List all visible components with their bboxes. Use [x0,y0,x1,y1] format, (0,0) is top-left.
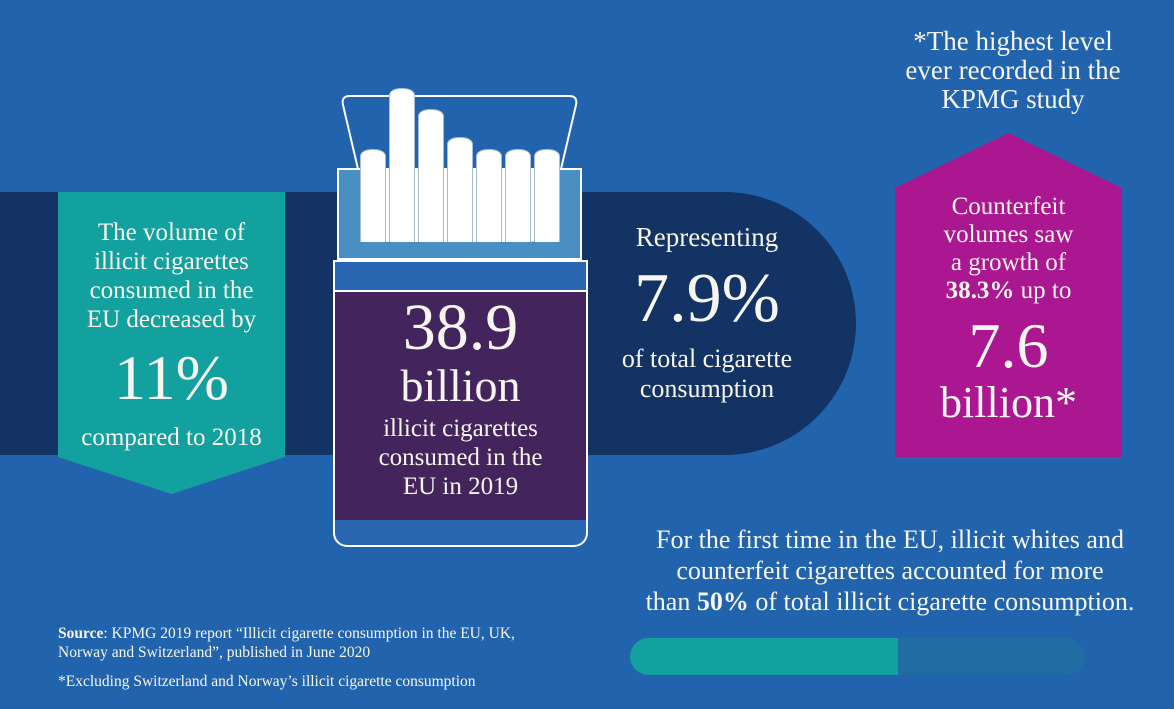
highest-level-note: *The highest level ever recorded in the … [868,27,1158,114]
counterfeit-growth-suffix: up to [1014,277,1072,304]
cigarette-icon [389,88,415,242]
statement-text: of total illicit cigarette consumption. [748,587,1135,616]
counterfeit-growth-value: 38.3% [945,277,1015,304]
share-progress-bar [630,638,1085,675]
cigarette-icon [534,149,560,242]
cigarette-icon [505,149,531,242]
counterfeit-volume-value: 7.6 [968,310,1049,381]
source-footnote: *Excluding Switzerland and Norway’s illi… [58,673,476,690]
representing-label: Representing [635,222,779,252]
caption-line: EU in 2019 [402,473,519,500]
source-text: : KPMG 2019 report “Illicit cigarette co… [103,625,515,642]
source-note: Source: KPMG 2019 report “Illicit cigare… [58,624,515,691]
counterfeit-line: volumes saw [943,221,1074,248]
counterfeit-text: Counterfeit volumes saw a growth of 38.3… [895,193,1122,305]
representing-percentage: 7.9% [634,260,780,337]
caption-line: illicit cigarettes [383,415,538,442]
caption-line: consumed in the [378,444,543,471]
representing-caption: of total cigarette consumption [592,344,822,404]
illicit-volume-panel: 38.9 billion illicit cigarettes consumed… [333,292,588,520]
cigarette-icon [418,109,444,242]
cigarette-icon [447,137,473,242]
ribbon-intro-line: consumed in the [89,277,254,304]
counterfeit-growth-panel: Counterfeit volumes saw a growth of 38.3… [895,133,1122,457]
pack-band [333,260,588,292]
source-line: Source: KPMG 2019 report “Illicit cigare… [58,624,515,643]
statement-text: than [645,587,697,616]
pack-bottom [333,520,588,547]
note-line: KPMG study [941,84,1085,114]
caption-line: of total cigarette [621,344,793,373]
caption-line: consumption [639,374,775,403]
ribbon-intro-line: illicit cigarettes [94,248,249,275]
counterfeit-line: a growth of [950,249,1067,276]
ribbon-intro: The volume of illicit cigarettes consume… [58,218,285,334]
counterfeit-line: Counterfeit [951,193,1066,220]
representing-block: Representing 7.9% of total cigarette con… [592,222,822,404]
decrease-caption: compared to 2018 [81,424,262,451]
decrease-percentage: 11% [114,342,229,413]
statement-line: counterfeit cigarettes accounted for mor… [676,556,1104,585]
volume-decrease-ribbon: The volume of illicit cigarettes consume… [58,192,285,494]
share-progress-fill [630,638,899,675]
source-label: Source [58,625,104,642]
cigarette-pack-front: 38.9 billion illicit cigarettes consumed… [333,260,588,547]
statement-line: For the first time in the EU, illicit wh… [656,525,1124,554]
illicit-volume-unit: billion [400,360,521,411]
cigarette-icon [476,149,502,242]
source-line: Norway and Switzerland”, published in Ju… [58,644,371,661]
note-line: ever recorded in the [905,55,1121,85]
statement-line: than 50% of total illicit cigarette cons… [610,586,1170,617]
cigarettes [360,88,563,242]
illicit-volume-value: 38.9 [402,291,519,364]
counterfeit-growth-line: 38.3% up to [895,277,1122,305]
cigarette-pack-lid-icon [341,95,578,170]
ribbon-intro-line: EU decreased by [86,306,257,333]
counterfeit-volume-unit: billion* [940,378,1077,427]
note-line: *The highest level [913,26,1113,56]
ribbon-intro-line: The volume of [97,219,246,246]
illicit-volume-caption: illicit cigarettes consumed in the EU in… [335,414,586,501]
statement-50-percent: 50% [696,587,749,616]
cigarette-icon [360,149,386,242]
illicit-whites-statement: For the first time in the EU, illicit wh… [610,524,1170,617]
